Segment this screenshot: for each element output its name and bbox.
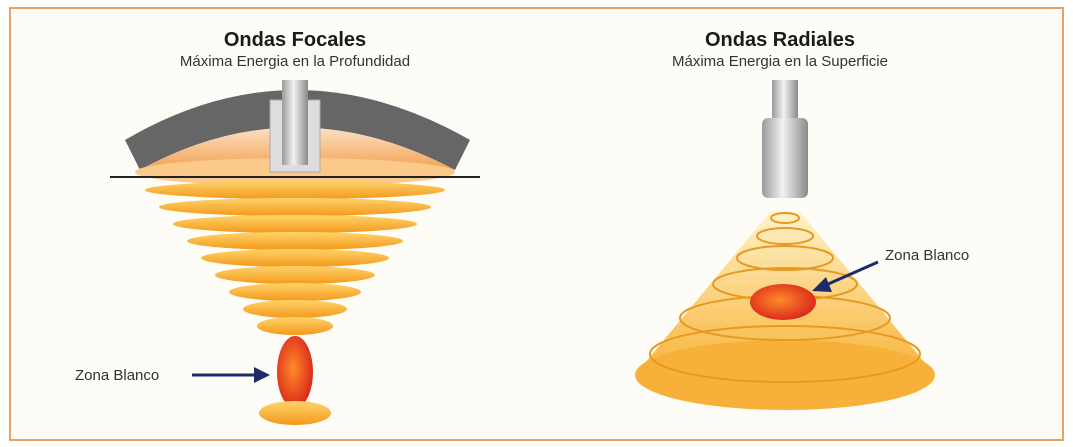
wave — [159, 198, 431, 216]
cone-base — [635, 340, 935, 410]
target-zone — [750, 284, 816, 320]
diagram: Ondas Focales Máxima Energia en la Profu… — [0, 0, 1073, 447]
wave — [259, 401, 331, 425]
panel-title: Ondas Focales — [224, 29, 366, 51]
panel-title: Ondas Radiales — [705, 29, 855, 51]
applicator — [282, 80, 308, 165]
zone-label: Zona Blanco — [885, 247, 969, 264]
wave — [229, 283, 361, 301]
panel-subtitle: Máxima Energia en la Superficie — [672, 53, 888, 70]
applicator — [762, 118, 808, 198]
applicator-top — [772, 80, 798, 120]
wave — [243, 300, 347, 318]
wave — [215, 266, 375, 284]
page: Ondas Focales Máxima Energia en la Profu… — [0, 0, 1073, 447]
wave — [187, 232, 403, 250]
wave — [173, 215, 417, 233]
wave — [257, 317, 333, 335]
wave — [145, 181, 445, 199]
zone-label: Zona Blanco — [75, 367, 159, 384]
wave — [201, 249, 389, 267]
target-zone — [277, 336, 313, 408]
panel-subtitle: Máxima Energia en la Profundidad — [180, 53, 410, 70]
